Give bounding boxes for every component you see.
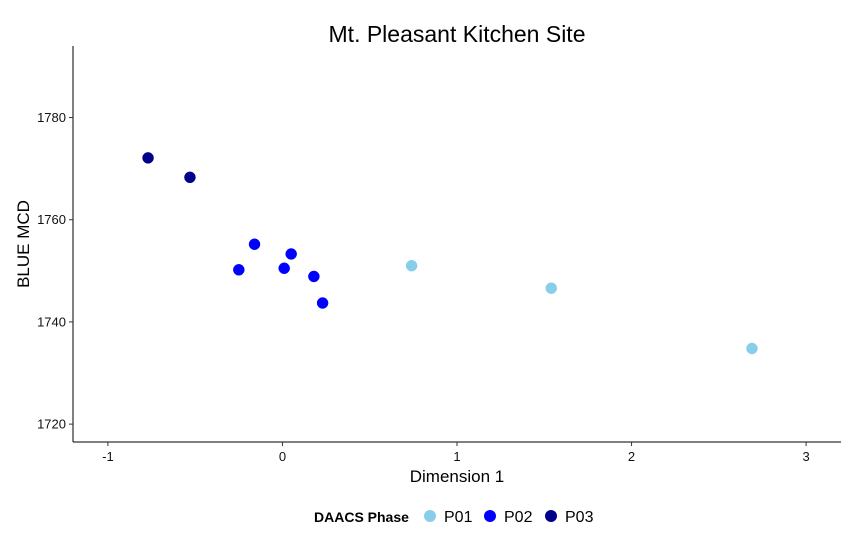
x-tick-label: -1 (102, 449, 114, 464)
legend-label-p02: P02 (504, 509, 533, 526)
y-tick-label: 1740 (37, 314, 66, 329)
y-tick-label: 1780 (37, 110, 66, 125)
x-axis-title: Dimension 1 (410, 467, 505, 486)
legend-key-p01 (424, 510, 436, 522)
x-tick-label: 0 (279, 449, 286, 464)
data-point-p02 (308, 270, 320, 283)
legend: DAACS Phase P01 P02 P03 (314, 509, 594, 526)
plot-area: 1720 1740 1760 1780 -1 0 1 2 3 (37, 46, 841, 464)
legend-key-p02 (484, 510, 496, 522)
y-tick-label: 1760 (37, 212, 66, 227)
x-tick-label: 3 (802, 449, 809, 464)
y-tick-label: 1720 (37, 417, 66, 432)
legend-title: DAACS Phase (314, 509, 409, 525)
data-point-p02 (278, 262, 290, 275)
legend-label-p01: P01 (444, 509, 473, 526)
y-ticks: 1720 1740 1760 1780 (37, 110, 73, 432)
data-point-p01 (746, 342, 758, 355)
data-point-p02 (233, 264, 245, 276)
legend-key-p03 (545, 510, 557, 522)
data-points (142, 152, 758, 355)
data-point-p01 (545, 282, 558, 294)
data-point-p02 (285, 248, 297, 260)
chart-title: Mt. Pleasant Kitchen Site (329, 21, 586, 47)
data-point-p02 (248, 238, 261, 251)
x-tick-label: 2 (628, 449, 635, 464)
data-point-p03 (142, 152, 154, 164)
y-axis-title: BLUE MCD (14, 200, 33, 288)
x-tick-label: 1 (453, 449, 460, 464)
x-ticks: -1 0 1 2 3 (102, 442, 810, 464)
data-point-p01 (405, 259, 418, 272)
data-point-p02 (316, 297, 329, 309)
legend-items: P01 P02 P03 (424, 509, 594, 526)
legend-label-p03: P03 (565, 509, 594, 526)
data-point-p03 (184, 171, 196, 184)
